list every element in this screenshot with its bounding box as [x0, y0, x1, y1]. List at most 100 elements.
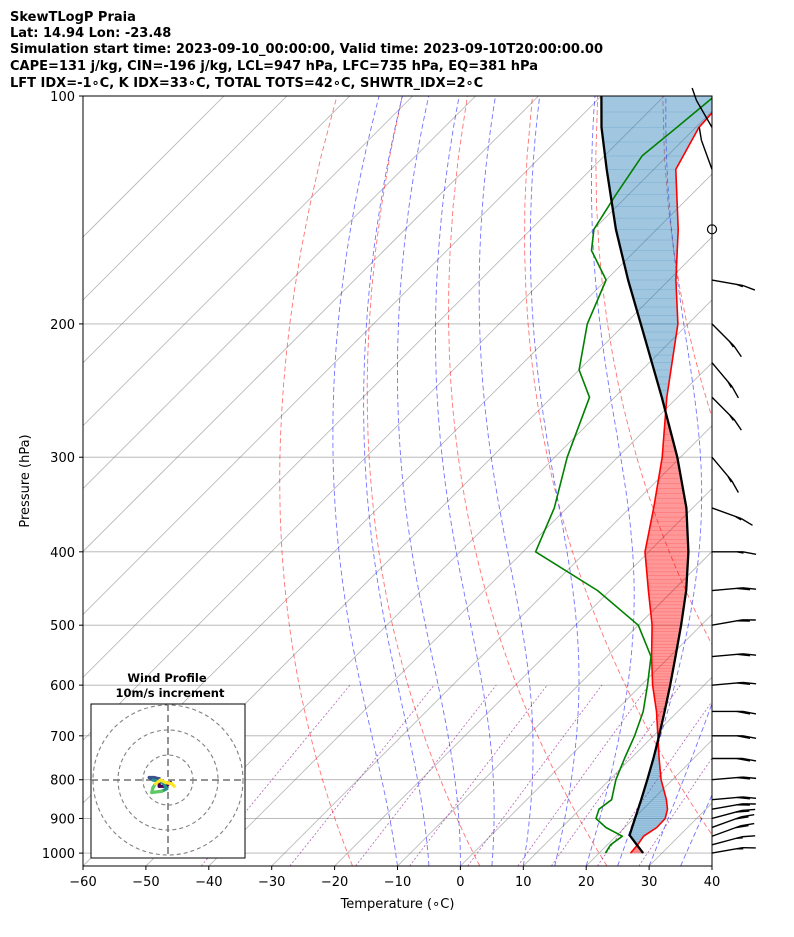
cape-area — [651, 624, 682, 629]
cin-area — [608, 182, 678, 195]
x-tick-label: 40 — [704, 875, 721, 890]
wind-barb — [712, 551, 757, 555]
wind-barb — [711, 507, 753, 526]
cape-area — [650, 614, 683, 619]
wind-barb — [712, 710, 757, 715]
mixing-ratio-line — [517, 684, 650, 866]
cape-area — [651, 676, 673, 680]
wind-barb-half-feather — [735, 515, 742, 521]
wind-barb — [711, 796, 757, 801]
cin-area — [604, 155, 684, 170]
cin-area — [623, 260, 678, 271]
wind-barb — [711, 822, 755, 837]
cin-area — [610, 194, 678, 207]
wind-barb — [711, 681, 757, 686]
wind-barb-staff — [695, 100, 713, 128]
cape-area — [651, 634, 680, 639]
isotherm-line — [775, 96, 794, 866]
wind-barbs — [691, 87, 757, 854]
wind-barb-feather — [742, 284, 756, 291]
cape-area — [645, 555, 689, 561]
wind-barb-half-feather — [727, 476, 732, 483]
cin-area — [630, 288, 678, 299]
mixing-ratio-line — [200, 684, 351, 866]
moist-adiabat-line — [585, 96, 635, 866]
cin-area — [612, 206, 679, 219]
cape-area — [653, 692, 669, 697]
time-label: Simulation start time: 2023-09-10_00:00:… — [10, 42, 603, 57]
y-tick-label: 800 — [50, 774, 75, 789]
cape-area — [651, 618, 683, 623]
wind-barb-feather — [742, 653, 757, 656]
cape-area — [651, 637, 680, 642]
cin-area — [646, 779, 663, 783]
x-tick-label: 10 — [515, 875, 532, 890]
hodograph-title: Wind Profile — [127, 671, 207, 685]
cin-area — [625, 270, 677, 281]
cin-area — [642, 331, 678, 341]
isotherm-line — [523, 676, 712, 866]
wind-barb — [711, 847, 756, 854]
wind-barb — [711, 814, 755, 829]
wind-barb — [711, 619, 756, 626]
wind-barb — [712, 757, 757, 762]
wind-barb-feather — [741, 822, 755, 827]
cape-area — [651, 665, 675, 669]
wind-barb — [711, 279, 756, 291]
wind-barb-feather — [736, 810, 750, 813]
cape-area — [660, 462, 680, 469]
wind-barb — [712, 735, 757, 739]
cape-stats-label: CAPE=131 j/kg, CIN=-196 j/kg, LCL=947 hP… — [10, 59, 538, 74]
mixing-ratio-line — [638, 757, 712, 866]
wind-barb — [711, 323, 742, 358]
cape-area — [644, 547, 689, 553]
wind-barb-feather — [736, 682, 751, 685]
wind-barb-feather — [742, 757, 757, 762]
cin-area — [645, 339, 676, 349]
cin-area — [644, 785, 664, 789]
wind-barb-feather — [733, 418, 742, 431]
dry-adiabat-line — [524, 96, 712, 836]
wind-barb-staff — [700, 140, 713, 170]
x-axis-ticks: −60 −50 −40 −30 −20 −10 0 10 20 30 40 — [69, 866, 720, 890]
wind-barb — [691, 87, 713, 128]
wind-barb — [711, 808, 756, 820]
moist-adiabat-line — [332, 96, 398, 866]
dry-adiabat-line — [279, 96, 353, 866]
wind-barb-feather — [741, 835, 756, 838]
cin-area — [618, 239, 679, 251]
profile-lines — [534, 96, 712, 854]
isotherm-line — [83, 96, 288, 301]
cape-area — [648, 593, 686, 599]
parcel-line — [600, 96, 690, 854]
cin-area — [601, 96, 712, 113]
cape-area — [658, 472, 682, 479]
cape-area — [656, 483, 684, 489]
x-tick-label: −60 — [69, 875, 96, 890]
cape-area — [654, 493, 686, 499]
moist-adiabat-line — [435, 96, 495, 866]
cin-area — [620, 250, 678, 262]
cape-area — [659, 467, 681, 474]
isotherm-line — [83, 110, 712, 741]
cape-area — [649, 607, 684, 613]
dewpoint-line — [534, 97, 712, 854]
mixing-ratio-line — [355, 684, 497, 866]
wind-barb-feather — [691, 87, 698, 101]
cape-area — [646, 575, 688, 580]
wind-barb — [711, 776, 757, 781]
cape-area — [654, 498, 686, 504]
cin-area — [601, 127, 700, 143]
hodograph-inset: Wind Profile 10m/s increment — [90, 671, 246, 859]
dry-adiabat-line — [366, 96, 481, 866]
cin-area — [613, 217, 679, 230]
cape-area — [649, 600, 685, 606]
cape-area — [646, 567, 688, 573]
cape-area — [645, 563, 689, 569]
cape-area — [653, 695, 669, 699]
wind-barb-half-feather — [736, 283, 744, 288]
cape-area — [651, 673, 673, 678]
cape-area — [660, 456, 679, 464]
wind-barb-feather — [736, 757, 751, 762]
isotherm-line — [334, 488, 712, 866]
